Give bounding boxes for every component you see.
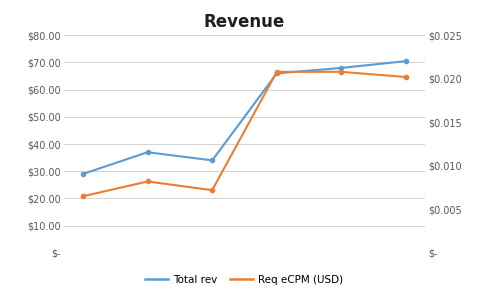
Req eCPM (USD) (209, 188, 215, 192)
Title: Revenue: Revenue (203, 13, 285, 31)
Total rev (402, 59, 408, 63)
Line: Req eCPM (USD): Req eCPM (USD) (81, 70, 407, 198)
Total rev (80, 172, 86, 176)
Total rev (273, 71, 279, 75)
Total rev (209, 158, 215, 162)
Legend: Total rev, Req eCPM (USD): Total rev, Req eCPM (USD) (141, 270, 347, 289)
Req eCPM (USD) (80, 195, 86, 198)
Req eCPM (USD) (273, 70, 279, 74)
Req eCPM (USD) (338, 70, 344, 74)
Total rev (338, 66, 344, 70)
Line: Total rev: Total rev (81, 59, 407, 176)
Total rev (144, 151, 150, 154)
Req eCPM (USD) (402, 75, 408, 79)
Req eCPM (USD) (144, 180, 150, 183)
